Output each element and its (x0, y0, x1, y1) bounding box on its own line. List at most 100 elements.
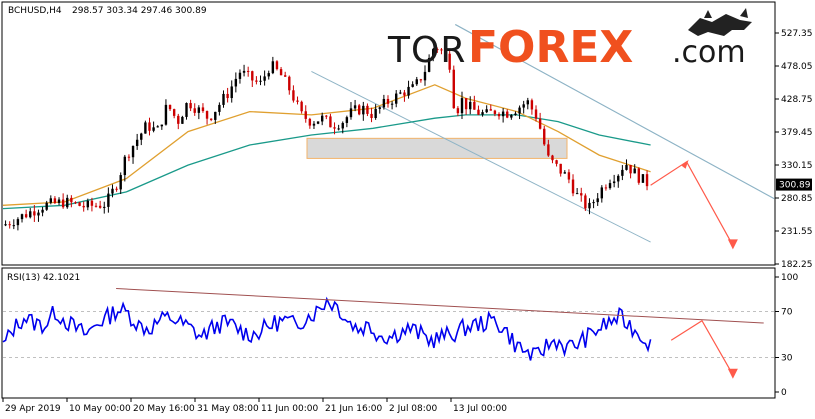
candle (168, 104, 172, 111)
candle (209, 118, 213, 122)
price-tick-label: 527.35 (781, 29, 813, 39)
logo-com-text: .com (672, 35, 746, 70)
candle (78, 201, 81, 207)
candle (345, 115, 349, 128)
candle (152, 121, 155, 133)
candle (543, 125, 546, 146)
candle (612, 174, 616, 188)
candle (292, 85, 295, 103)
candle (403, 89, 406, 102)
candle (514, 111, 517, 116)
time-axis: 29 Apr 2019 10 May 00:00 20 May 16:00 31 Ma… (2, 398, 507, 414)
candle (275, 60, 279, 71)
candle (596, 193, 599, 206)
candle (501, 108, 505, 123)
price-tick-label: 478.05 (781, 62, 813, 72)
time-tick-label: 21 Jun 16:00 (325, 404, 382, 414)
candle (374, 104, 377, 120)
candle (296, 96, 299, 105)
time-tick-label: 20 May 16:00 (133, 404, 195, 414)
candle (123, 154, 127, 182)
price-axis: 527.35 478.05 428.75 379.45 330.15 280.85 231.… (775, 29, 813, 270)
candle (234, 72, 238, 93)
candle (283, 71, 287, 77)
candle (94, 202, 98, 208)
candle (353, 99, 357, 112)
candle (493, 109, 497, 117)
candle (481, 109, 484, 117)
candle (526, 97, 529, 110)
candle (197, 105, 201, 120)
price-chart (2, 24, 775, 250)
candle (436, 47, 439, 53)
main-panel[interactable] (1, 1, 776, 266)
candle (214, 111, 217, 124)
candle (255, 76, 258, 85)
candle (645, 170, 649, 191)
candle (522, 100, 525, 114)
candle (189, 99, 192, 112)
ma-fast-line (2, 84, 651, 206)
candle (156, 125, 159, 128)
candle (316, 121, 320, 125)
candle (279, 66, 283, 76)
candle (238, 69, 242, 84)
candles (4, 47, 649, 231)
time-tick-label: 29 Apr 2019 (5, 404, 61, 414)
candle (53, 196, 57, 204)
candle (559, 163, 562, 177)
candle (563, 170, 567, 174)
candle (61, 193, 65, 209)
candle (185, 102, 188, 120)
candle (440, 47, 443, 55)
candle (222, 90, 225, 108)
candle (288, 75, 291, 95)
candle (66, 194, 69, 209)
candle (119, 172, 122, 195)
candle (637, 167, 641, 185)
price-tick-label: 330.15 (781, 161, 813, 171)
candle (201, 103, 205, 113)
candle (103, 201, 106, 214)
time-tick-label: 11 Jun 00:00 (261, 404, 318, 414)
candle (349, 102, 353, 120)
candle (423, 65, 427, 86)
candle (329, 113, 332, 128)
candle (193, 103, 196, 116)
bull-icon (688, 8, 752, 36)
candle (205, 110, 209, 125)
time-tick-label: 2 Jul 08:00 (389, 404, 438, 414)
candle (12, 219, 15, 230)
candle (530, 98, 534, 115)
candle (452, 65, 455, 109)
candle (617, 174, 620, 188)
rsi-panel[interactable] (1, 267, 776, 399)
rsi-tick-label: 0 (781, 388, 787, 398)
channel-upper-line-2 (455, 24, 775, 200)
candle (115, 186, 118, 192)
rsi-line (2, 296, 652, 361)
candle (358, 103, 361, 116)
candle (415, 76, 418, 86)
candle (604, 184, 608, 191)
candle (107, 187, 110, 213)
candle (267, 70, 270, 80)
time-tick-label: 10 May 00:00 (69, 404, 131, 414)
candle (567, 169, 571, 184)
price-tick-label: 428.75 (781, 95, 813, 105)
candle (580, 187, 583, 202)
candle (82, 201, 85, 212)
candle (510, 114, 513, 120)
time-tick-label: 13 Jul 00:00 (453, 404, 507, 414)
price-tick-label: 379.45 (781, 128, 813, 138)
candle (160, 124, 164, 130)
rsi-label: RSI(13) 42.1021 (7, 273, 80, 283)
symbol-label: BCHUSD,H4 (8, 6, 62, 16)
candle (448, 50, 451, 73)
candle (460, 91, 464, 120)
rsi-axis: 100 70 30 0 (775, 273, 798, 398)
candle (135, 133, 139, 150)
candle (621, 165, 624, 181)
candle (370, 107, 373, 123)
